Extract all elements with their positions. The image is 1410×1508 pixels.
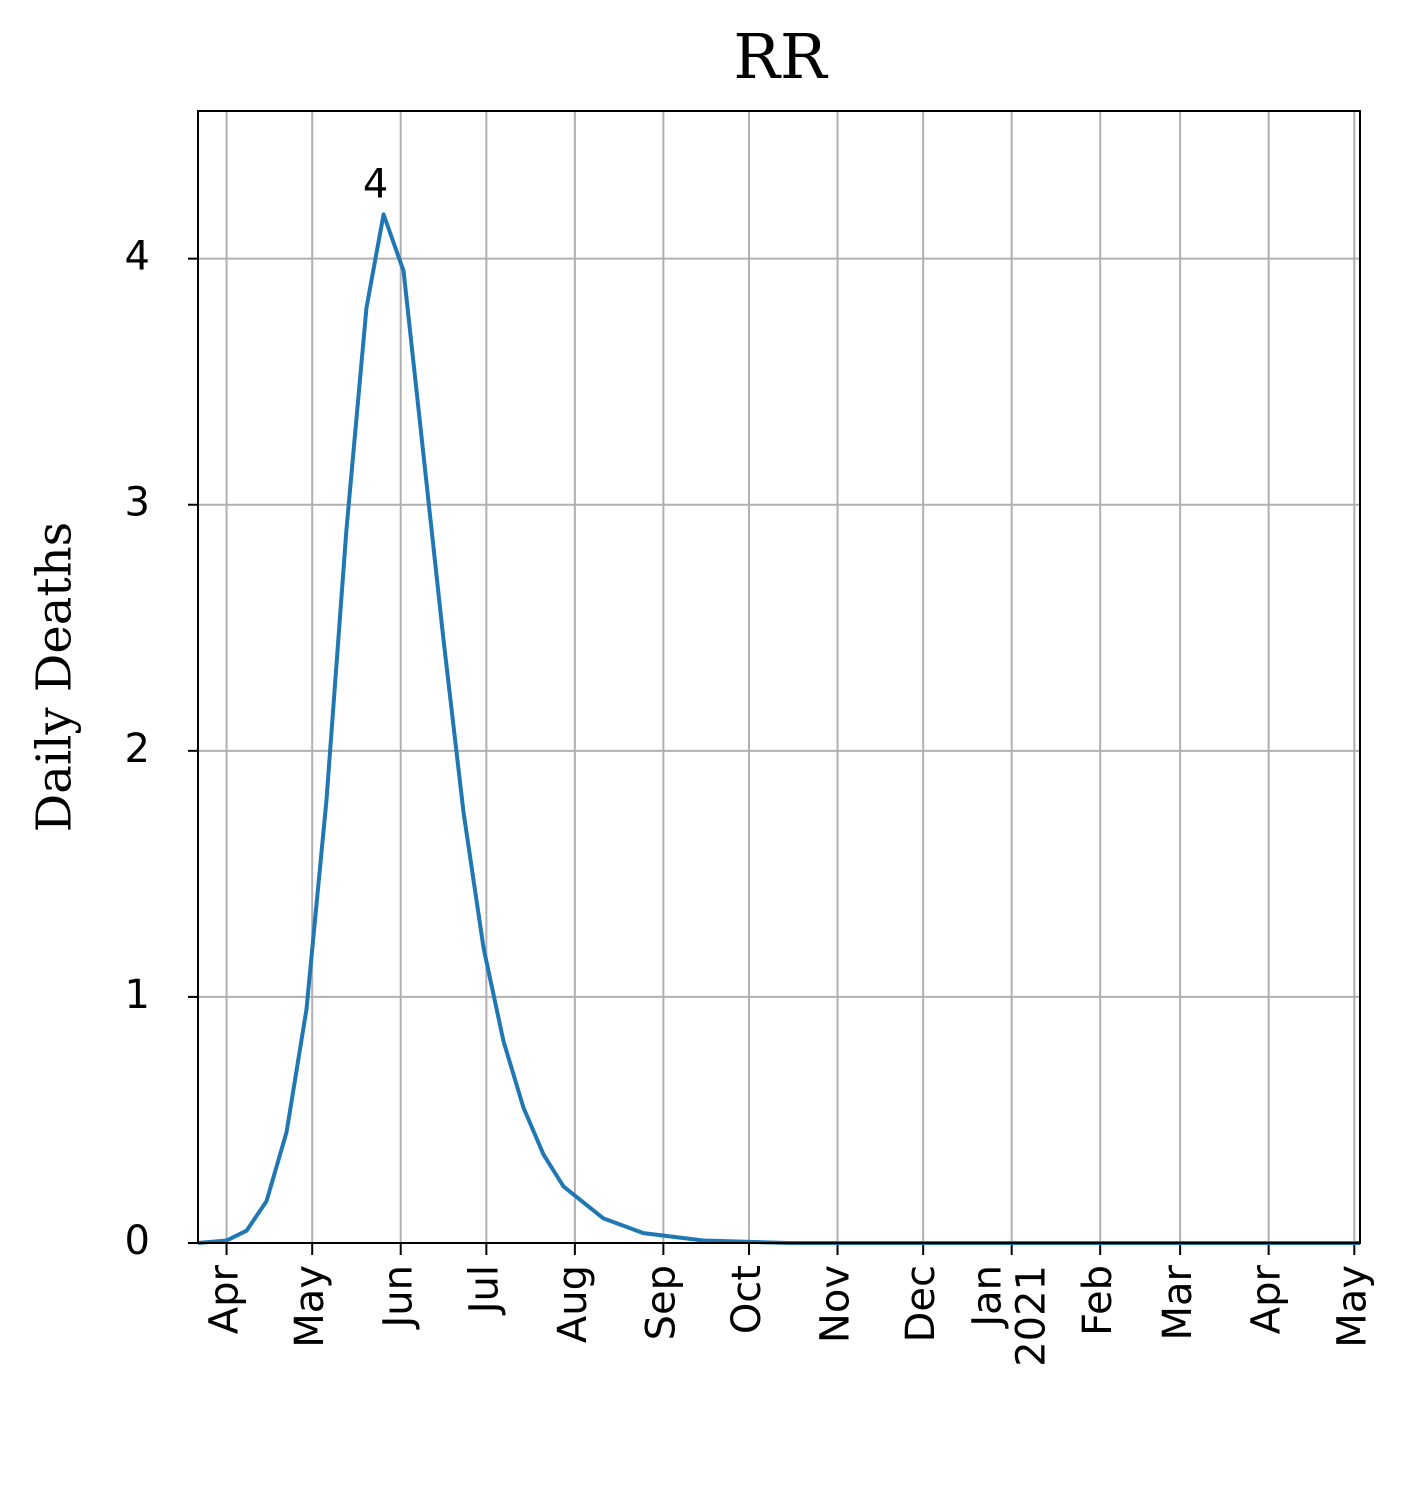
- annotation: 4: [363, 161, 388, 207]
- x-tick-label: Jan2021: [965, 1265, 1055, 1367]
- chart-title: RR: [733, 20, 829, 93]
- x-tick-label: Sep: [638, 1265, 684, 1340]
- plot-frame: [197, 110, 1361, 1244]
- data-line: [197, 212, 1360, 1245]
- x-tick-label: Jul: [461, 1265, 507, 1316]
- x-tick-label: Feb: [1075, 1265, 1121, 1336]
- x-tick-label: Dec: [898, 1265, 944, 1342]
- y-axis-label: Daily Deaths: [27, 522, 83, 833]
- x-tick-label: Mar: [1155, 1264, 1201, 1340]
- y-tick-label: 0: [125, 1218, 150, 1264]
- y-tick-label: 1: [125, 972, 150, 1018]
- y-tick-label: 4: [125, 234, 150, 280]
- y-tick-label: 3: [125, 480, 150, 526]
- x-tick-label: Aug: [550, 1265, 596, 1343]
- x-tick-label-line: Jan: [965, 1265, 1011, 1330]
- x-tick-label: May: [287, 1265, 333, 1348]
- x-tick-label: Apr: [1244, 1264, 1290, 1334]
- x-tick-label: Nov: [813, 1265, 859, 1343]
- x-tick-label: Apr: [202, 1264, 248, 1334]
- x-tick-label: Oct: [724, 1265, 770, 1334]
- y-tick-label: 2: [125, 726, 150, 772]
- x-tick-label-line: 2021: [1009, 1265, 1055, 1367]
- x-tick-label: Jun: [376, 1265, 422, 1331]
- x-tick-label: May: [1329, 1265, 1375, 1348]
